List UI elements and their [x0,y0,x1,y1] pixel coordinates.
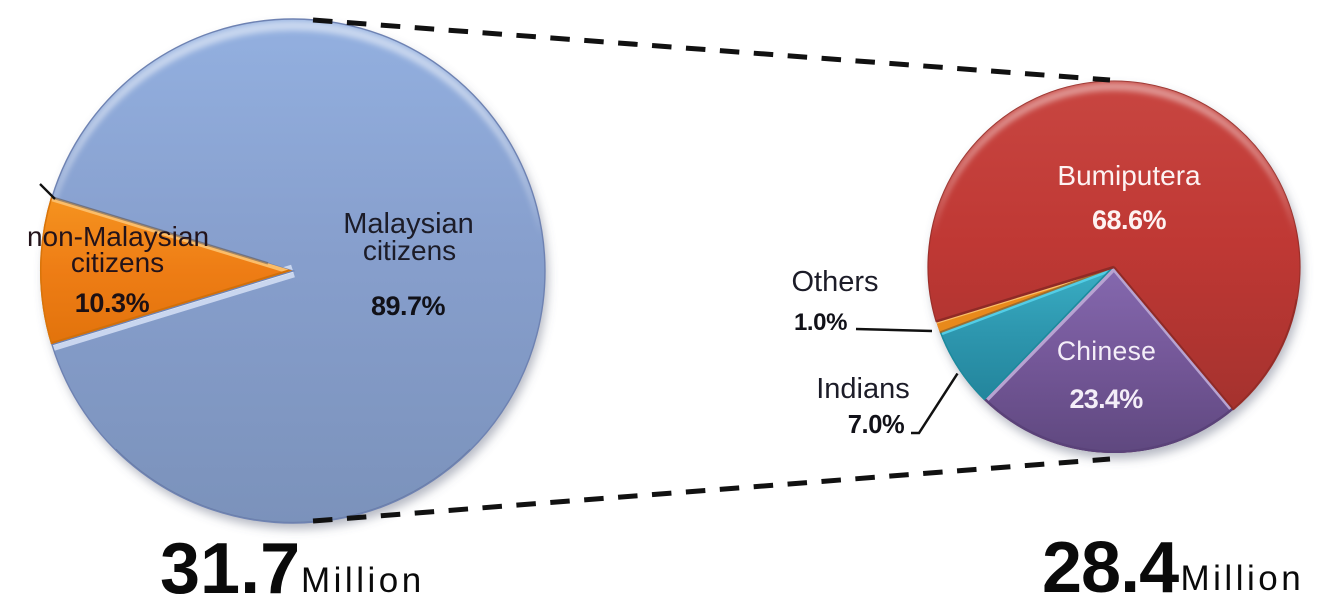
svg-text:Million: Million [1181,559,1305,598]
svg-text:Chinese: Chinese [1057,336,1156,366]
svg-text:citizens: citizens [71,247,164,278]
svg-text:non-Malaysian: non-Malaysian [27,221,209,252]
svg-text:28.4: 28.4 [1042,528,1179,602]
svg-text:Others: Others [791,266,878,298]
svg-text:31.7: 31.7 [160,529,300,602]
svg-text:citizens: citizens [363,235,456,266]
svg-text:Bumiputera: Bumiputera [1057,160,1201,191]
svg-text:Malaysian: Malaysian [343,208,474,240]
svg-text:68.6%: 68.6% [1092,205,1167,235]
svg-text:1.0%: 1.0% [794,309,847,336]
svg-text:7.0%: 7.0% [848,411,905,439]
svg-text:Million: Million [301,561,425,600]
svg-text:Indians: Indians [816,373,910,405]
svg-text:23.4%: 23.4% [1069,384,1143,414]
svg-text:89.7%: 89.7% [371,291,446,321]
svg-text:10.3%: 10.3% [75,288,150,318]
